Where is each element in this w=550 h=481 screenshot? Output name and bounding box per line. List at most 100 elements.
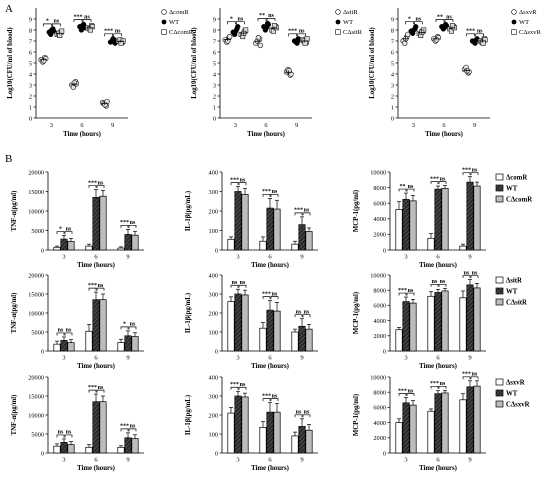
- sig-wt-comp-label: ns: [472, 270, 478, 276]
- y-tick-label: 10000: [28, 412, 44, 419]
- bar-comp: [305, 231, 313, 251]
- sig-ko-wt-label: **: [400, 184, 406, 190]
- sig-ko-wt-bracket: [120, 428, 129, 432]
- y-axis-label: TNF-α(pg/ml): [11, 395, 18, 436]
- bar-comp: [131, 336, 139, 352]
- y-tick-label: 4: [213, 71, 217, 78]
- sig-wt-comp-label: ns: [440, 279, 446, 285]
- x-tick-label: 6: [268, 254, 272, 261]
- sig-ko-wt-label: ***: [230, 177, 239, 183]
- x-tick-label: 3: [236, 457, 239, 464]
- chart-b31: 0 5000 10000 15000 20000 TNF-α(pg/ml) Time (ho…: [11, 374, 144, 472]
- bar-comp: [67, 241, 75, 251]
- y-tick-label: 0: [383, 247, 386, 254]
- x-tick-label: 9: [468, 254, 471, 261]
- chart-b13: 0 2000 4000 6000 8000 10000 MCP-1(pg/ml) Time (…: [353, 167, 532, 269]
- x-axis-label: Time (hours): [77, 465, 115, 472]
- x-axis-label: Time (hours): [251, 465, 289, 472]
- legend-label: CΔsitR: [506, 300, 527, 307]
- x-tick-label: 9: [126, 457, 129, 464]
- bar-hatch: [298, 224, 306, 250]
- sig-ko-wt-bracket: [462, 275, 471, 279]
- y-tick-label: 3: [29, 82, 32, 89]
- bar-hatch: [298, 326, 306, 351]
- x-tick-label: 9: [468, 457, 471, 464]
- legend-label: ΔsitR: [506, 278, 522, 285]
- sig-wt-comp-bracket: [113, 33, 123, 37]
- bar-comp: [473, 385, 481, 454]
- sig-wt-comp-label: ns: [130, 424, 136, 430]
- sig-ko-wt-label: ***: [430, 176, 439, 182]
- sig-wt-comp-bracket: [128, 224, 137, 228]
- sig-wt-comp-bracket: [96, 287, 105, 291]
- sig-wt-comp-label: ns: [415, 17, 421, 23]
- y-axis-label: IL-1β(pg/mL): [185, 191, 192, 231]
- y-tick-label: 0: [41, 348, 44, 355]
- x-tick-label: 9: [300, 457, 303, 464]
- y-tick-label: 5000: [31, 329, 44, 336]
- y-axis-label: Log10(CFU/ml of blood): [7, 27, 14, 98]
- sig-wt-comp-bracket: [302, 414, 311, 418]
- point-open-square: [59, 28, 65, 34]
- sig-ko-wt-bracket: [262, 398, 271, 402]
- y-tick-label: 0: [215, 348, 218, 355]
- sig-ko-wt-bracket: [56, 231, 65, 235]
- y-tick-label: 100: [209, 329, 218, 336]
- y-axis-label: MCP-1(pg/ml): [353, 394, 360, 436]
- y-tick-label: 0: [215, 247, 218, 254]
- x-tick-label: 9: [300, 254, 303, 261]
- sig-ko-wt-bracket: [73, 19, 83, 22]
- point-open-circle: [405, 31, 411, 38]
- sig-wt-comp-bracket: [238, 386, 247, 390]
- sig-ko-wt-label: ***: [262, 393, 271, 399]
- sig-ko-wt-bracket: [230, 386, 239, 390]
- sig-wt-comp-label: ns: [98, 385, 104, 391]
- y-tick-label: 400: [209, 272, 218, 279]
- sig-wt-comp-bracket: [406, 292, 415, 296]
- y-tick-label: 4000: [373, 216, 386, 223]
- x-tick-label: 3: [62, 254, 65, 261]
- y-tick-label: 8000: [373, 390, 386, 397]
- sig-wt-comp-bracket: [302, 314, 311, 318]
- y-tick-label: 0: [41, 450, 44, 457]
- legend-label: WT: [519, 19, 529, 26]
- legend-label: ΔsitR: [343, 9, 358, 16]
- point-open-square: [118, 40, 124, 46]
- sig-wt-comp-bracket: [64, 231, 73, 235]
- point-open-square: [448, 28, 454, 34]
- sig-wt-comp-bracket: [96, 389, 105, 393]
- x-tick-label: 6: [436, 457, 440, 464]
- y-tick-label: 6: [391, 49, 394, 56]
- bar-hatch: [234, 294, 242, 351]
- x-axis-label: Time (hours): [63, 131, 101, 138]
- y-axis-label: IL-1β(pg/mL): [185, 395, 192, 435]
- sig-wt-comp-label: ns: [472, 372, 478, 378]
- legend-label: WT: [506, 391, 518, 398]
- sig-wt-comp-label: ns: [240, 382, 246, 388]
- y-tick-label: 10000: [370, 169, 386, 176]
- x-axis-label: Time (hours): [251, 262, 289, 269]
- bar-ko: [227, 412, 235, 454]
- bar-comp: [241, 294, 249, 352]
- chart-b32: 0 100 200 300 400 IL-1β(pg/mL) Time (hours) 3 **…: [185, 374, 318, 472]
- y-tick-label: 15000: [28, 291, 44, 298]
- y-tick-label: 1: [29, 104, 32, 111]
- sig-wt-comp-label: ns: [304, 208, 310, 214]
- bar-comp: [273, 310, 281, 352]
- point-open-circle: [102, 102, 108, 108]
- y-tick-label: 0: [213, 115, 216, 122]
- y-tick-label: 9: [29, 16, 32, 23]
- sig-ko-wt-bracket: [120, 326, 129, 330]
- legend-label: CΔsxvR: [506, 402, 530, 409]
- y-tick-label: 0: [383, 450, 386, 457]
- y-tick-label: 200: [209, 412, 218, 419]
- panel-label-a: A: [5, 3, 13, 15]
- chart-b23: 0 2000 4000 6000 8000 10000 MCP-1(pg/ml) Time (…: [353, 270, 527, 370]
- sig-ko-wt-label: ***: [120, 424, 129, 430]
- point-open-square: [57, 33, 63, 38]
- y-tick-label: 0: [391, 115, 394, 122]
- legend-swatch-hatch: [496, 288, 503, 294]
- bar-ko: [395, 329, 403, 352]
- y-tick-label: 9: [391, 16, 394, 23]
- sig-wt-comp-label: ns: [272, 393, 278, 399]
